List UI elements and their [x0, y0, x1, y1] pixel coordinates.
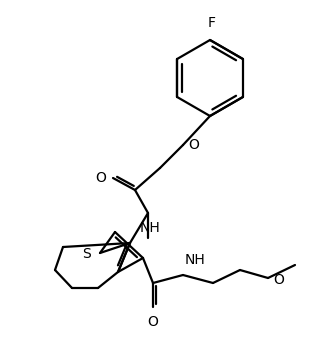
Text: NH: NH	[185, 253, 206, 267]
Text: O: O	[188, 138, 199, 152]
Text: O: O	[148, 315, 158, 329]
Text: O: O	[273, 273, 284, 287]
Text: NH: NH	[140, 221, 160, 235]
Text: O: O	[95, 171, 106, 185]
Text: S: S	[82, 247, 91, 261]
Text: F: F	[208, 16, 216, 30]
